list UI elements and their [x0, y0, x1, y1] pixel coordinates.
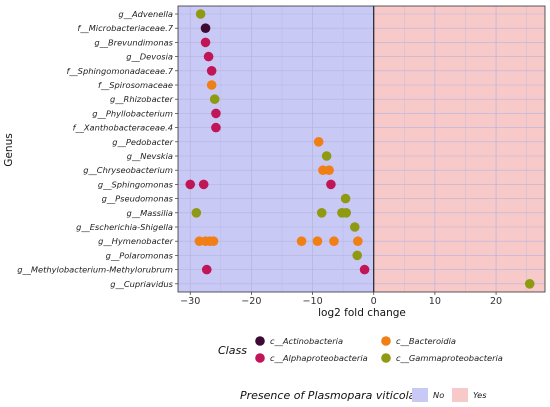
y-tick-label: g__Nevskia [127, 151, 173, 161]
data-point [329, 236, 339, 246]
legend-class-swatch [255, 353, 265, 363]
y-tick-label: g__Phyllobacterium [92, 108, 173, 118]
plot-background [178, 6, 545, 292]
data-point [312, 236, 323, 246]
legend-class: Class c__Actinobacteria c__Alphaproteobact… [218, 336, 503, 363]
y-tick-label: g__Hymenobacter [98, 236, 174, 246]
data-point [206, 66, 217, 76]
y-tick-label: f__Sphingomonadaceae.7 [66, 66, 173, 76]
y-axis-title: Genus [3, 133, 15, 166]
data-point [211, 108, 221, 119]
y-tick-label: g__Escherichia-Shigella [76, 222, 173, 232]
y-tick-label: g__Polaromonas [106, 250, 174, 260]
data-point [352, 250, 363, 261]
data-point [208, 236, 219, 246]
legend-class-label: c__Gammaproteobacteria [396, 353, 503, 363]
y-tick-label: g__Advenella [118, 9, 173, 19]
legend-class-title: Class [218, 344, 247, 357]
plot-border [177, 5, 546, 293]
data-point [200, 23, 211, 33]
data-point [211, 122, 221, 133]
x-axis-ticks: −30 −20 −10 0 10 20 [180, 292, 502, 307]
data-point [195, 9, 206, 19]
x-axis-title: log2 fold change [318, 307, 406, 319]
y-tick-label: g__Pseudomonas [102, 194, 174, 204]
x-tick-label: −30 [180, 296, 200, 307]
legend-class-swatch [381, 353, 391, 363]
legend-class-swatch [255, 336, 265, 346]
data-point [313, 137, 324, 147]
y-tick-label: f__Xanthobacteraceae.4 [73, 123, 173, 133]
data-points [185, 9, 535, 289]
data-point [349, 222, 360, 232]
y-tick-label: g__Methylobacterium-Methylorubrum [17, 265, 173, 275]
legend-presence-swatch [452, 388, 468, 402]
grid-lines [178, 6, 545, 292]
data-point [191, 208, 202, 218]
x-tick-label: 0 [371, 296, 377, 307]
data-point [200, 37, 211, 48]
data-point [359, 264, 370, 275]
legend-class-label: c__Alphaproteobacteria [270, 353, 368, 363]
x-tick-label: −10 [302, 296, 322, 307]
region-yes [373, 6, 545, 292]
y-tick-label: g__Cupriavidus [110, 279, 173, 289]
data-point [296, 236, 307, 246]
legend-class-label: c__Bacteroidia [396, 336, 456, 346]
data-point [326, 179, 336, 190]
data-point [324, 165, 334, 175]
legend-presence-label: Yes [473, 390, 487, 400]
legend-presence-swatch [412, 388, 428, 402]
x-tick-label: −20 [241, 296, 261, 307]
y-tick-label: g__Brevundimonas [94, 37, 173, 47]
data-point [321, 151, 332, 161]
x-tick-label: 10 [429, 296, 441, 307]
y-tick-label: g__Devosia [126, 52, 173, 62]
y-tick-label: g__Sphingomonas [98, 179, 174, 189]
y-tick-label: g__Massilia [127, 208, 173, 218]
data-point [201, 264, 212, 275]
data-point [185, 179, 196, 190]
y-tick-label: f__Spirosomaceae [98, 80, 173, 90]
data-point [206, 80, 217, 90]
y-tick-label: f__Microbacteriaceae.7 [77, 23, 173, 33]
legend-presence: Presence of Plasmopara viticola No Yes [240, 388, 487, 402]
data-point [209, 94, 220, 104]
data-point [340, 193, 351, 204]
x-tick-label: 20 [490, 296, 502, 307]
legend-presence-label: No [433, 390, 444, 400]
data-point [203, 51, 214, 62]
data-point [524, 279, 535, 289]
data-point [341, 208, 352, 218]
data-point [353, 236, 363, 246]
data-point [316, 208, 327, 218]
y-tick-label: g__Rhizobacter [110, 94, 174, 104]
legend-presence-title: Presence of Plasmopara viticola [240, 389, 416, 402]
y-tick-label: g__Pedobacter [112, 137, 173, 147]
legend-class-swatch [381, 336, 391, 346]
y-axis-ticks: g__Advenella f__Microbacteriaceae.7 g__Bre… [17, 9, 178, 289]
data-point [198, 179, 209, 190]
y-tick-label: g__Chryseobacterium [83, 165, 173, 175]
legend-class-label: c__Actinobacteria [270, 336, 343, 346]
region-no [178, 6, 374, 292]
